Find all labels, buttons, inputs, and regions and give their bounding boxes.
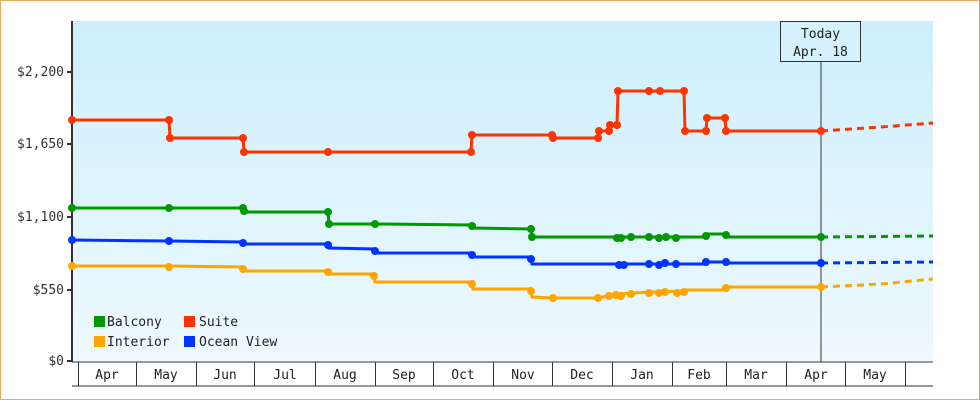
x-label-may-next: May bbox=[863, 368, 887, 383]
y-tick-labels: $2,200 $1,650 $1,100 $550 $0 bbox=[17, 65, 64, 369]
y-ticks bbox=[67, 71, 72, 362]
svg-text:Ocean View: Ocean View bbox=[199, 335, 277, 350]
y-label-1650: $1,650 bbox=[17, 137, 64, 152]
x-label-may: May bbox=[154, 368, 178, 383]
suite-projection bbox=[820, 121, 934, 133]
svg-text:Suite: Suite bbox=[199, 315, 238, 330]
svg-text:Balcony: Balcony bbox=[107, 315, 162, 330]
y-label-1100: $1,100 bbox=[17, 210, 64, 225]
balcony-swatch bbox=[94, 316, 105, 327]
x-label-dec: Dec bbox=[570, 368, 593, 383]
ocean-view-projection bbox=[820, 260, 934, 265]
balcony-projection bbox=[820, 234, 934, 239]
x-label-aug: Aug bbox=[333, 368, 356, 383]
series-suite bbox=[68, 87, 934, 156]
x-label-jun: Jun bbox=[213, 368, 236, 383]
x-label-jan: Jan bbox=[630, 368, 653, 383]
interior-projection bbox=[820, 277, 934, 289]
x-label-apr-next: Apr bbox=[804, 368, 828, 383]
x-label-oct: Oct bbox=[451, 368, 474, 383]
y-label-2200: $2,200 bbox=[17, 65, 64, 80]
x-label-feb: Feb bbox=[687, 368, 711, 383]
x-label-jul: Jul bbox=[273, 368, 296, 383]
today-marker: Today Apr. 18 bbox=[780, 21, 861, 362]
x-label-nov: Nov bbox=[511, 368, 535, 383]
suite-swatch bbox=[184, 316, 195, 327]
today-label: Today bbox=[801, 27, 840, 42]
x-label-apr: Apr bbox=[95, 368, 119, 383]
series-interior bbox=[68, 262, 934, 302]
legend-item-balcony: Balcony bbox=[94, 315, 162, 330]
legend: Balcony Suite Interior Ocean View bbox=[94, 315, 277, 350]
legend-item-ocean-view: Ocean View bbox=[184, 335, 277, 350]
plot-area bbox=[72, 21, 933, 361]
ocean-view-swatch bbox=[184, 336, 195, 347]
legend-item-suite: Suite bbox=[184, 315, 238, 330]
series-balcony bbox=[68, 204, 934, 242]
legend-item-interior: Interior bbox=[94, 335, 170, 350]
y-label-550: $550 bbox=[33, 283, 64, 298]
today-date: Apr. 18 bbox=[793, 45, 848, 60]
x-label-sep: Sep bbox=[392, 368, 416, 383]
svg-text:Interior: Interior bbox=[107, 335, 170, 350]
interior-swatch bbox=[94, 336, 105, 347]
today-label-box bbox=[780, 21, 861, 62]
series-ocean-view bbox=[68, 236, 934, 269]
x-label-mar: Mar bbox=[744, 368, 768, 383]
x-axis: Apr May Jun Jul Aug Sep Oct Nov Dec Jan … bbox=[72, 361, 933, 387]
y-label-0: $0 bbox=[48, 354, 64, 369]
